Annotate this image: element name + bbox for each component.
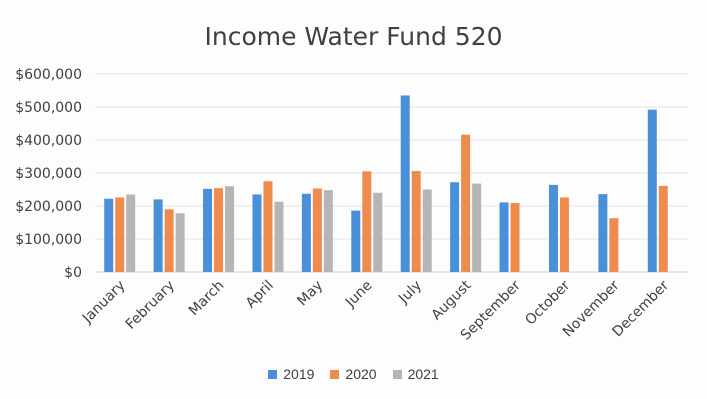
y-tick-label: $500,000 bbox=[15, 100, 82, 116]
bar-2019-august bbox=[450, 182, 460, 272]
bar-2019-january bbox=[104, 198, 114, 272]
bar-2020-july bbox=[411, 171, 421, 272]
bar-2021-january bbox=[126, 194, 136, 272]
bar-2019-november bbox=[598, 194, 608, 272]
bar-2020-june bbox=[362, 171, 372, 272]
bar-2019-july bbox=[400, 95, 410, 272]
bar-2020-september bbox=[510, 203, 520, 272]
bar-2021-june bbox=[373, 192, 383, 272]
legend-label: 2019 bbox=[283, 366, 315, 382]
y-tick-label: $600,000 bbox=[15, 67, 82, 83]
bar-2021-july bbox=[422, 189, 432, 272]
x-tick-label: March bbox=[186, 278, 227, 319]
legend-swatch bbox=[268, 369, 278, 379]
legend-item-2021: 2021 bbox=[392, 366, 439, 382]
bar-2019-june bbox=[351, 210, 361, 272]
bar-2020-november bbox=[609, 218, 619, 272]
legend-label: 2021 bbox=[407, 366, 439, 382]
bar-2019-december bbox=[647, 109, 657, 272]
bar-2021-august bbox=[472, 183, 482, 272]
bar-2019-february bbox=[153, 199, 163, 272]
x-tick-label: October bbox=[522, 277, 573, 328]
x-tick-label: January bbox=[79, 278, 129, 328]
bar-2020-april bbox=[263, 181, 273, 272]
bar-2020-january bbox=[115, 197, 125, 272]
bar-2020-december bbox=[658, 185, 668, 272]
bar-2020-may bbox=[312, 188, 322, 272]
x-tick-label: May bbox=[294, 278, 326, 310]
bar-2021-april bbox=[274, 201, 284, 272]
bar-2019-april bbox=[252, 194, 262, 272]
x-tick-label: August bbox=[428, 277, 474, 323]
y-tick-label: $400,000 bbox=[15, 133, 82, 149]
bar-2019-october bbox=[548, 184, 558, 272]
bar-2021-march bbox=[225, 186, 235, 272]
y-tick-label: $0 bbox=[64, 265, 82, 281]
legend-swatch bbox=[330, 369, 340, 379]
y-tick-label: $300,000 bbox=[15, 166, 82, 182]
bar-2020-august bbox=[461, 134, 471, 272]
x-tick-label: July bbox=[395, 278, 425, 308]
chart-legend: 2019 2020 2021 bbox=[0, 366, 707, 382]
bar-2020-march bbox=[214, 188, 224, 272]
bar-2019-september bbox=[499, 202, 509, 272]
bar-2019-may bbox=[301, 193, 311, 272]
y-tick-label: $200,000 bbox=[15, 199, 82, 215]
legend-swatch bbox=[392, 369, 402, 379]
chart-title: Income Water Fund 520 bbox=[204, 22, 503, 51]
y-tick-label: $100,000 bbox=[15, 232, 82, 248]
bar-2020-october bbox=[559, 197, 569, 272]
x-tick-label: February bbox=[123, 278, 178, 333]
x-tick-label: June bbox=[342, 278, 376, 312]
x-tick-label: April bbox=[243, 278, 277, 312]
bar-2021-february bbox=[175, 213, 185, 272]
bar-2021-may bbox=[323, 190, 333, 272]
legend-item-2019: 2019 bbox=[268, 366, 314, 382]
legend-item-2020: 2020 bbox=[330, 366, 377, 382]
legend-label: 2020 bbox=[345, 366, 377, 382]
bar-2019-march bbox=[203, 188, 213, 272]
bar-2020-february bbox=[164, 209, 174, 272]
